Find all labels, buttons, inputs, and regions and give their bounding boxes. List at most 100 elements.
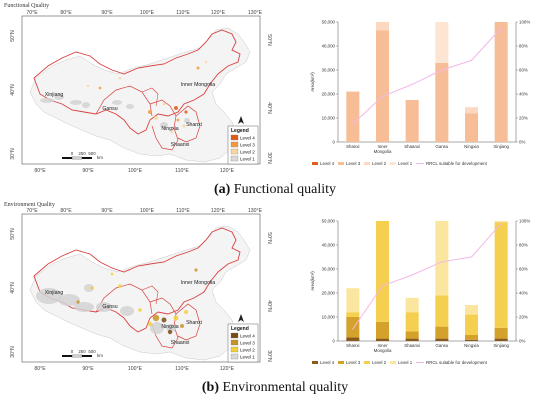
level-speckle xyxy=(182,124,186,128)
bar-segment xyxy=(464,314,479,335)
rrcl-point xyxy=(441,69,443,71)
x-tick-label: Shanxi xyxy=(346,144,359,149)
chart-panel-b: 0 10,000 20,000 30,000 40,000 50,000 0% 20% 40% 6… xyxy=(310,219,530,366)
legend-swatch xyxy=(390,162,396,165)
bar-segment xyxy=(464,107,479,114)
legend-swatch xyxy=(230,134,239,141)
map-top-lon-label: 90°E xyxy=(101,10,113,16)
legend-title: Legend xyxy=(231,128,249,134)
legend-label: RRCL suitable for development xyxy=(426,161,488,166)
region-label: Ningxia xyxy=(161,324,178,330)
region-label: Xinjiang xyxy=(45,92,64,98)
bar-segment xyxy=(346,337,360,341)
region-label: Inner Mongolia xyxy=(181,280,215,286)
y2-tick-label: 60% xyxy=(519,68,528,73)
y2-tick-label: 100% xyxy=(519,20,530,25)
y-tick-label: 30,000 xyxy=(322,267,336,272)
north-arrow-icon xyxy=(238,314,244,322)
level-1-patch xyxy=(58,294,80,306)
y-axis-label: Area(km²) xyxy=(310,72,315,92)
x-tick-label: Gansu xyxy=(435,343,448,348)
rrcl-point xyxy=(352,328,354,330)
y2-tick-label: 0% xyxy=(519,140,525,145)
bar-segment xyxy=(435,62,449,142)
rrcl-point xyxy=(381,95,384,97)
y-tick-label: 20,000 xyxy=(322,92,336,97)
level-speckle xyxy=(110,272,114,276)
scale-unit: km xyxy=(97,155,103,160)
scale-seg-1 xyxy=(62,355,72,357)
level-speckle xyxy=(184,310,188,314)
bar-segment xyxy=(435,221,449,296)
bar-segment xyxy=(435,295,449,327)
legend-swatch xyxy=(338,162,344,165)
caption-b-text: Environmental quality xyxy=(219,380,349,395)
bar-segment xyxy=(494,222,508,328)
bar-segment xyxy=(405,331,419,339)
y2-tick-label: 100% xyxy=(519,219,530,224)
y-tick-label: 40,000 xyxy=(322,44,336,49)
scale-seg-2 xyxy=(71,354,83,358)
bar-segment xyxy=(375,338,390,341)
region-label: Shanxi xyxy=(186,122,202,128)
level-speckle xyxy=(147,321,153,327)
legend-swatch xyxy=(230,148,239,155)
legend-swatch xyxy=(312,162,318,165)
caption-a-text: Functional quality xyxy=(230,182,337,197)
level-speckle xyxy=(148,110,152,114)
region-label: Gansu xyxy=(102,304,117,310)
x-tick-label: Mongolia xyxy=(374,348,392,353)
bar-segment xyxy=(346,91,360,142)
map-top-lon-label: 70°E xyxy=(26,10,38,16)
legend-swatch xyxy=(230,332,239,339)
map-panel-a: 70°E 80°E 90°E 100°E 110°E 120°E 130°E 80°E 90°E… xyxy=(10,10,272,174)
map-top-lon-label: 130°E xyxy=(248,10,263,16)
bar-segment xyxy=(346,317,360,338)
map-top-lon-label: 110°E xyxy=(176,10,190,16)
scale-seg-3 xyxy=(82,157,92,159)
ningxia-boundary xyxy=(141,285,159,305)
ningxia-boundary xyxy=(141,87,159,107)
map-bottom-lon-label: 100°E xyxy=(128,168,143,174)
level-speckle xyxy=(167,329,173,335)
y-tick-label: 20,000 xyxy=(322,291,336,296)
rrcl-point xyxy=(470,59,473,62)
level-1-patch xyxy=(96,302,112,312)
x-tick-label: Ningxia xyxy=(464,343,479,348)
legend-swatch xyxy=(364,162,370,165)
map-top-lon-label: 100°E xyxy=(140,10,155,16)
level-speckle xyxy=(162,102,166,106)
y-tick-label: 50,000 xyxy=(322,20,336,25)
legend-label: Level 3 xyxy=(346,161,361,166)
level-1-patch xyxy=(74,302,94,312)
scale-seg-3 xyxy=(82,355,92,357)
region-label: Inner Mongolia xyxy=(181,82,215,88)
bar-segment xyxy=(494,338,508,341)
level-1-patch xyxy=(120,306,134,316)
map-bottom-lon-label: 110°E xyxy=(175,366,189,372)
legend-title: Legend xyxy=(231,326,249,332)
map-top-lon-label: 120°E xyxy=(211,10,226,16)
y-tick-label: 10,000 xyxy=(322,116,336,121)
level-speckle xyxy=(76,300,80,304)
map-bottom-lon-label: 90°E xyxy=(82,168,94,174)
scale-label: 0 xyxy=(71,151,74,156)
bar-segment xyxy=(405,338,419,341)
region-label: Shaanxi xyxy=(171,142,190,148)
y-tick-label: 40,000 xyxy=(322,243,336,248)
y-tick-label: 10,000 xyxy=(322,315,336,320)
map-bottom-lon-label: 90°E xyxy=(82,366,94,372)
legend-swatch xyxy=(230,141,239,148)
map-left-lat-label: 30°N xyxy=(10,148,16,160)
level-1-patch xyxy=(70,100,82,105)
level-speckle xyxy=(154,116,158,120)
bar-segment xyxy=(464,113,479,142)
scale-seg-2 xyxy=(71,156,83,160)
map-left-lat-label: 50°N xyxy=(10,228,16,240)
level-speckle xyxy=(204,60,208,64)
y2-tick-label: 80% xyxy=(519,243,528,248)
legend-label: Level 2 xyxy=(372,360,387,365)
level-1-patch xyxy=(160,122,168,128)
